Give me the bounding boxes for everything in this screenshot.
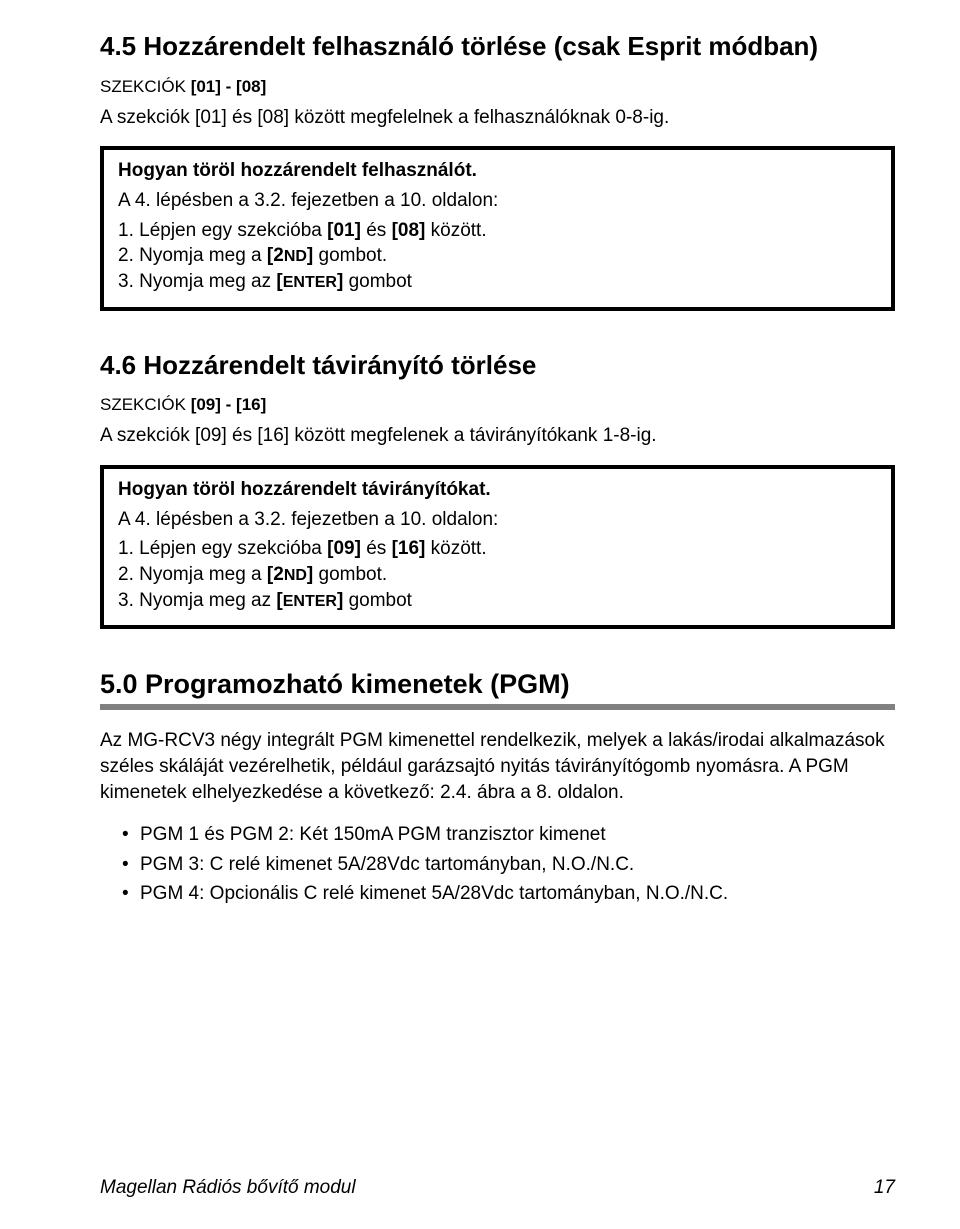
step-text: 1. Lépjen egy szekcióba (118, 538, 327, 559)
page-footer: Magellan Rádiós bővítő modul 17 (100, 1177, 895, 1199)
bullet-item: PGM 3: C relé kimenet 5A/28Vdc tartomány… (122, 851, 895, 879)
howto-step-2: 2. Nyomja meg a [2ND] gombot. (118, 243, 877, 269)
howto-steps: 1. Lépjen egy szekcióba [09] és [16] köz… (118, 536, 877, 613)
howto-step-1: 1. Lépjen egy szekcióba [01] és [08] köz… (118, 218, 877, 244)
howto-step-3: 3. Nyomja meg az [ENTER] gombot (118, 588, 877, 614)
szekciok-label: SZEKCIÓK (100, 395, 191, 414)
step-bold: [2 (267, 564, 284, 585)
chapter-rule (100, 704, 895, 710)
footer-title: Magellan Rádiós bővítő modul (100, 1177, 356, 1198)
howto-title: Hogyan töröl hozzárendelt távirányítókat… (118, 479, 877, 501)
step-text: 2. Nyomja meg a (118, 564, 267, 585)
chapter-5-bullets: PGM 1 és PGM 2: Két 150mA PGM tranziszto… (100, 821, 895, 908)
chapter-5-para: Az MG-RCV3 négy integrált PGM kimenettel… (100, 728, 895, 805)
step-text: gombot. (313, 245, 387, 266)
howto-preline: A 4. lépésben a 3.2. fejezetben a 10. ol… (118, 507, 877, 533)
step-bold: [16] (392, 538, 426, 559)
chapter-5-heading: 5.0 Programozható kimenetek (PGM) (100, 669, 895, 700)
section-4-5-subhead: SZEKCIÓK [01] - [08] (100, 77, 895, 97)
step-smallcaps: ENTER (283, 274, 337, 291)
page: 4.5 Hozzárendelt felhasználó törlése (cs… (0, 0, 960, 1229)
step-smallcaps: ENTER (283, 593, 337, 610)
step-text: 1. Lépjen egy szekcióba (118, 220, 327, 241)
howto-step-1: 1. Lépjen egy szekcióba [09] és [16] köz… (118, 536, 877, 562)
bullet-item: PGM 1 és PGM 2: Két 150mA PGM tranziszto… (122, 821, 895, 849)
section-4-6-heading: 4.6 Hozzárendelt távirányító törlése (100, 349, 895, 382)
section-range: [01] - [08] (191, 77, 267, 96)
step-text: és (361, 220, 392, 241)
howto-steps: 1. Lépjen egy szekcióba [01] és [08] köz… (118, 218, 877, 295)
step-bold: [2 (267, 245, 284, 266)
section-range: [09] - [16] (191, 395, 267, 414)
section-4-6-subhead: SZEKCIÓK [09] - [16] (100, 395, 895, 415)
step-text: között. (425, 220, 486, 241)
step-text: között. (425, 538, 486, 559)
step-text: 3. Nyomja meg az (118, 590, 276, 611)
bullet-item: PGM 4: Opcionális C relé kimenet 5A/28Vd… (122, 880, 895, 908)
howto-title: Hogyan töröl hozzárendelt felhasználót. (118, 160, 877, 182)
step-text: gombot (343, 271, 412, 292)
szekciok-label: SZEKCIÓK (100, 77, 191, 96)
footer-page-number: 17 (874, 1177, 895, 1199)
step-text: gombot. (313, 564, 387, 585)
section-4-5-para: A szekciók [01] és [08] között megfeleln… (100, 105, 895, 131)
step-smallcaps: ND (284, 248, 307, 265)
step-bold: [01] (327, 220, 361, 241)
step-bold: [08] (392, 220, 426, 241)
howto-box-4-6: Hogyan töröl hozzárendelt távirányítókat… (100, 465, 895, 630)
step-bold: [09] (327, 538, 361, 559)
step-smallcaps: ND (284, 567, 307, 584)
howto-step-2: 2. Nyomja meg a [2ND] gombot. (118, 562, 877, 588)
howto-step-3: 3. Nyomja meg az [ENTER] gombot (118, 269, 877, 295)
step-text: és (361, 538, 392, 559)
step-text: 2. Nyomja meg a (118, 245, 267, 266)
howto-preline: A 4. lépésben a 3.2. fejezetben a 10. ol… (118, 188, 877, 214)
section-4-6-para: A szekciók [09] és [16] között megfelene… (100, 423, 895, 449)
step-text: 3. Nyomja meg az (118, 271, 276, 292)
step-text: gombot (343, 590, 412, 611)
howto-box-4-5: Hogyan töröl hozzárendelt felhasználót. … (100, 146, 895, 311)
section-4-5-heading: 4.5 Hozzárendelt felhasználó törlése (cs… (100, 30, 895, 63)
